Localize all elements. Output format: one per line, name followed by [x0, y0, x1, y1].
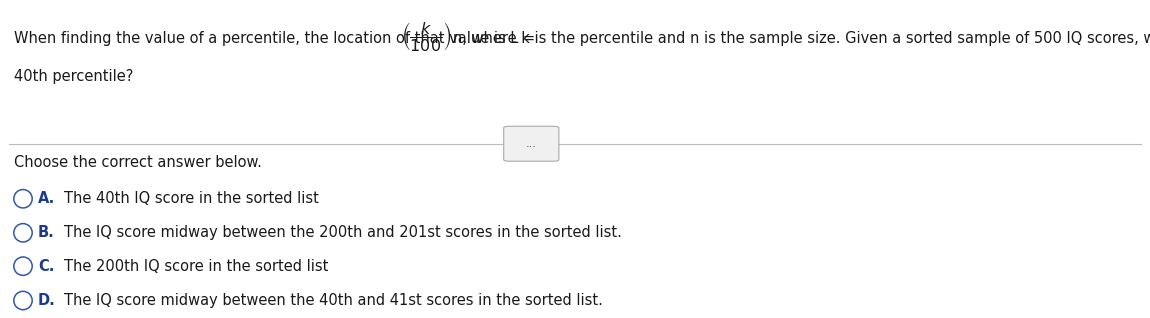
Text: D.: D. [38, 293, 55, 308]
Text: The IQ score midway between the 200th and 201st scores in the sorted list.: The IQ score midway between the 200th an… [64, 225, 622, 240]
Text: The 200th IQ score in the sorted list: The 200th IQ score in the sorted list [64, 259, 329, 274]
Text: 40th percentile?: 40th percentile? [14, 69, 133, 84]
Text: A.: A. [38, 191, 55, 206]
Text: Choose the correct answer below.: Choose the correct answer below. [14, 155, 262, 170]
Text: The IQ score midway between the 40th and 41st scores in the sorted list.: The IQ score midway between the 40th and… [64, 293, 604, 308]
Text: ...: ... [526, 139, 537, 149]
Text: The 40th IQ score in the sorted list: The 40th IQ score in the sorted list [64, 191, 320, 206]
FancyBboxPatch shape [504, 126, 559, 161]
Text: C.: C. [38, 259, 54, 274]
Text: When finding the value of a percentile, the location of that value is L =: When finding the value of a percentile, … [14, 31, 538, 46]
Text: $\left(\dfrac{k}{100}\right)$: $\left(\dfrac{k}{100}\right)$ [401, 20, 452, 53]
Text: n, where k is the percentile and n is the sample size. Given a sorted sample of : n, where k is the percentile and n is th… [450, 31, 1150, 46]
Text: B.: B. [38, 225, 55, 240]
